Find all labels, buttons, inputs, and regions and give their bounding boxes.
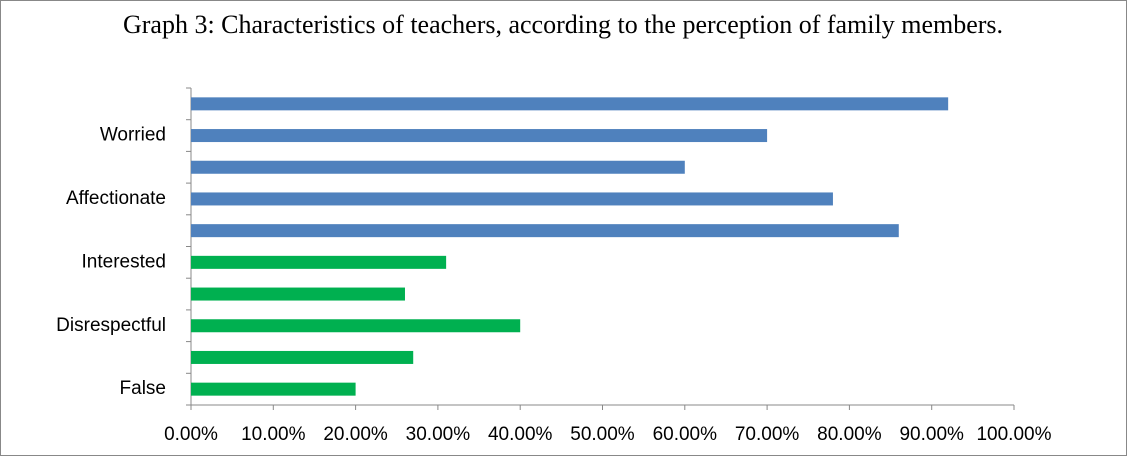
- x-tick-label: 90.00%: [899, 424, 964, 445]
- bar: [191, 224, 899, 238]
- x-tick-label: 70.00%: [735, 424, 800, 445]
- x-tick-label: 30.00%: [406, 424, 471, 445]
- bar: [191, 287, 405, 301]
- bar: [191, 350, 414, 364]
- x-tick-label: 100.00%: [976, 424, 1051, 445]
- y-tick-label: Interested: [82, 251, 167, 272]
- x-tick-label: 60.00%: [653, 424, 718, 445]
- bar: [191, 97, 949, 111]
- bar: [191, 129, 768, 143]
- x-tick-label: 50.00%: [570, 424, 635, 445]
- x-tick-label: 20.00%: [323, 424, 388, 445]
- x-tick-label: 80.00%: [817, 424, 882, 445]
- y-tick-label: Affectionate: [66, 188, 166, 209]
- bar: [191, 319, 521, 333]
- y-tick-label: False: [120, 378, 166, 399]
- bar: [191, 255, 447, 269]
- bar: [191, 192, 833, 206]
- bar: [191, 160, 685, 174]
- y-tick-label: Disrespectful: [56, 315, 166, 336]
- y-tick-label: Worried: [100, 125, 166, 146]
- x-tick-label: 0.00%: [164, 424, 218, 445]
- x-tick-label: 40.00%: [488, 424, 553, 445]
- chart-title: Graph 3: Characteristics of teachers, ac…: [122, 10, 1004, 39]
- x-tick-label: 10.00%: [241, 424, 306, 445]
- bar: [191, 382, 356, 396]
